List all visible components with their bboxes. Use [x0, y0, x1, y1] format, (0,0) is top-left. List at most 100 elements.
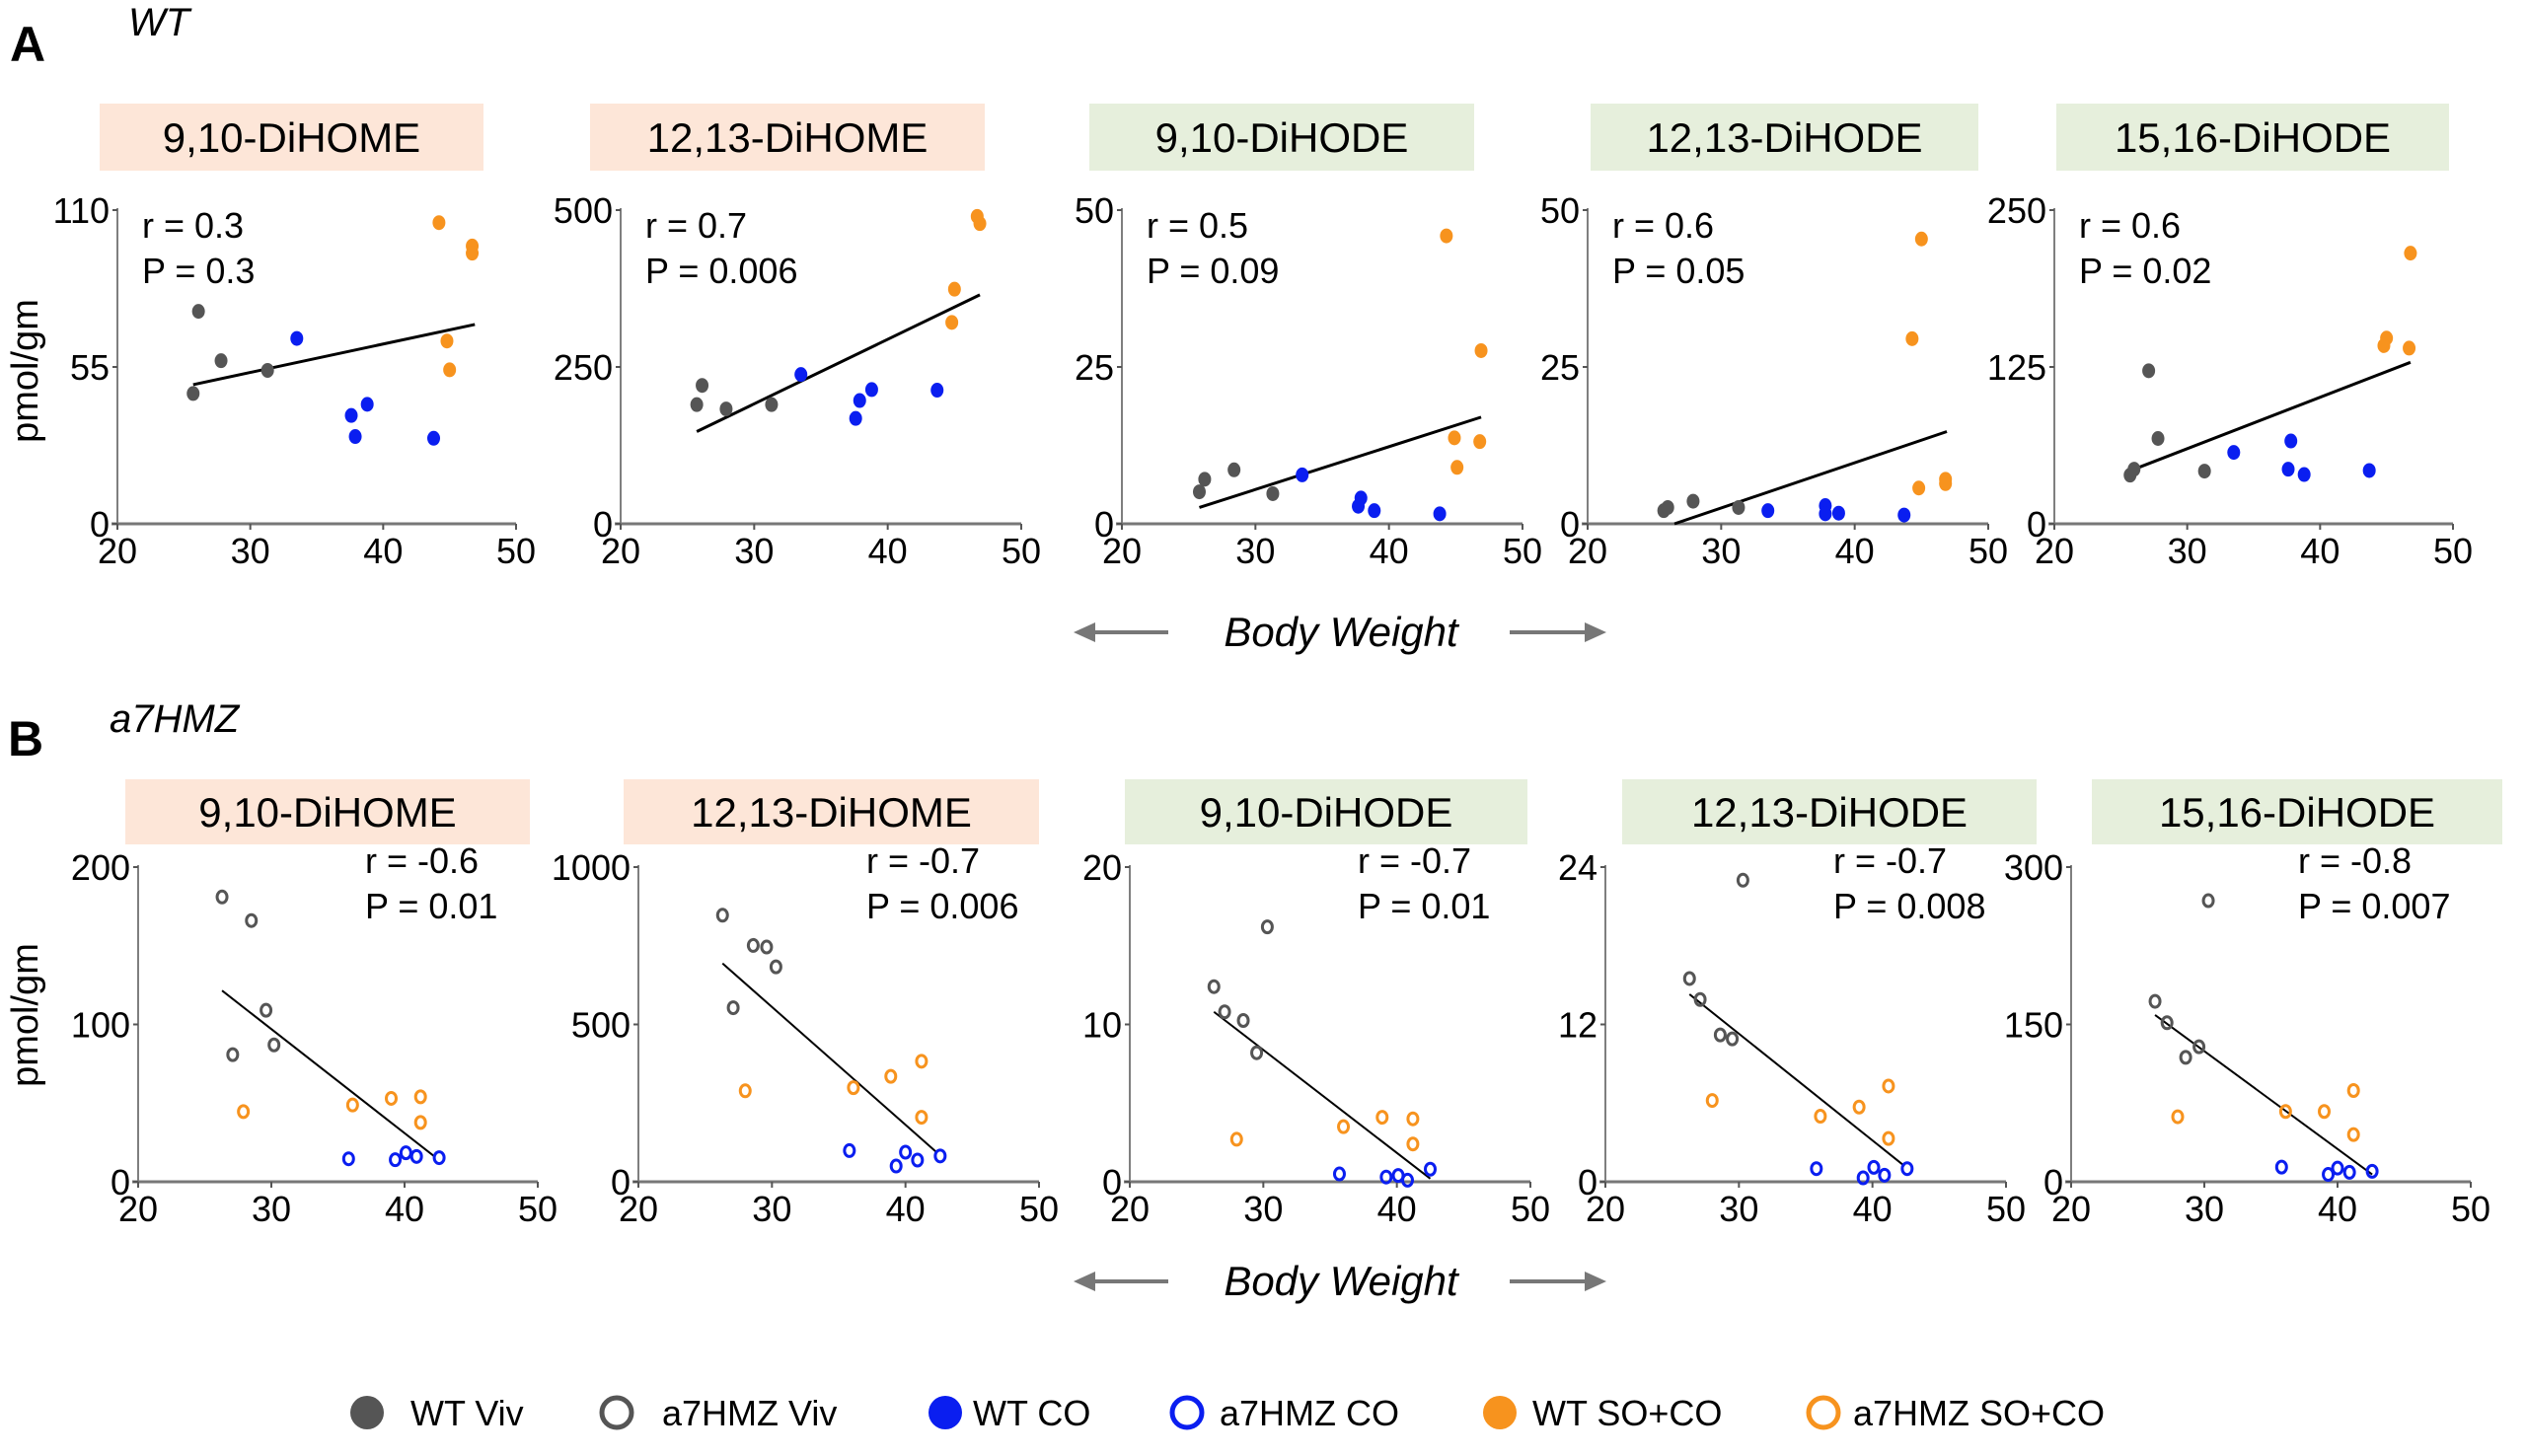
- data-point-co: [2322, 1167, 2336, 1183]
- legend-marker: [350, 1396, 384, 1429]
- data-point-viv: [1732, 499, 1746, 515]
- data-point-co: [1400, 1172, 1414, 1188]
- data-point-soco: [443, 362, 457, 378]
- panel-title: 9,10-DiHOME: [198, 789, 456, 836]
- panel-title: 15,16-DiHODE: [2115, 114, 2391, 161]
- data-point-soco: [884, 1068, 898, 1084]
- data-point-viv: [760, 939, 774, 955]
- y-tick-label: 100: [71, 1005, 130, 1046]
- data-point-co: [1332, 1166, 1346, 1182]
- data-point-viv: [260, 1002, 273, 1018]
- panel-title: 12,13-DiHOME: [691, 789, 972, 836]
- data-point-co: [1810, 1161, 1823, 1177]
- data-point-viv: [1218, 1004, 1231, 1020]
- y-tick-label: 0: [2043, 1162, 2063, 1202]
- legend-item: a7HMZ Viv: [599, 1393, 837, 1433]
- data-point-soco: [1450, 460, 1464, 475]
- data-point-co: [2365, 1163, 2379, 1179]
- regression-line: [1688, 993, 1905, 1167]
- data-point-soco: [945, 315, 959, 330]
- y-tick-label: 500: [554, 190, 613, 231]
- panel-title: 12,13-DiHOME: [647, 114, 929, 161]
- data-point-viv: [696, 378, 709, 394]
- data-point-soco: [1473, 434, 1487, 450]
- data-point-soco: [1229, 1131, 1243, 1147]
- data-point-viv: [191, 304, 205, 320]
- scatter-panel: 9,10-DiHODE 0 10 20 20 30 40 50 r = -0.7 P = 0.01: [1082, 779, 1550, 1229]
- data-point-soco: [947, 281, 961, 297]
- arrow-right-head-icon: [1585, 1272, 1606, 1291]
- x-tick-label: 20: [1586, 1189, 1625, 1229]
- x-tick-label: 30: [2168, 531, 2207, 571]
- x-tick-label: 50: [1019, 1189, 1059, 1229]
- x-tick-label: 30: [1243, 1189, 1283, 1229]
- legend-label: a7HMZ Viv: [662, 1393, 837, 1433]
- data-point-viv: [1661, 499, 1674, 515]
- data-point-co: [1897, 507, 1911, 523]
- data-point-viv: [267, 1037, 281, 1053]
- x-tick-label: 40: [868, 531, 908, 571]
- data-point-co: [2227, 445, 2241, 461]
- data-point-soco: [2346, 1082, 2360, 1098]
- x-axis-label-a: Body Weight: [1224, 609, 1460, 655]
- scatter-panel: 12,13-DiHOME 0 500 1000 20 30 40 50 r = -0.7 P = …: [552, 779, 1059, 1229]
- x-tick-label: 40: [385, 1189, 424, 1229]
- x-tick-label: 40: [1853, 1189, 1893, 1229]
- x-tick-label: 30: [734, 531, 774, 571]
- r-value: r = 0.6: [2079, 205, 2181, 246]
- p-value: P = 0.01: [1358, 886, 1490, 926]
- regression-line: [192, 323, 476, 387]
- arrow-left-head-icon: [1074, 622, 1095, 642]
- x-tick-label: 20: [98, 531, 137, 571]
- data-point-co: [432, 1150, 446, 1166]
- data-point-co: [2274, 1159, 2288, 1175]
- data-point-co: [290, 330, 304, 346]
- regression-line: [1673, 430, 1948, 526]
- data-point-co: [360, 397, 374, 412]
- data-point-viv: [1236, 1013, 1250, 1029]
- data-point-viv: [1192, 484, 1206, 500]
- data-point-soco: [847, 1080, 860, 1096]
- y-tick-label: 250: [554, 347, 613, 388]
- title-box: [1591, 104, 1978, 171]
- legend-item: WT CO: [929, 1393, 1090, 1433]
- title-box: [1125, 779, 1527, 844]
- x-axis-label-group-a: Body Weight: [1074, 609, 1606, 655]
- data-point-co: [1819, 506, 1832, 522]
- data-point-viv: [1207, 979, 1221, 994]
- data-point-co: [409, 1148, 423, 1164]
- data-point-viv: [1713, 1027, 1727, 1043]
- data-point-soco: [738, 1083, 752, 1099]
- data-point-viv: [214, 353, 228, 369]
- y-tick-label: 0: [111, 1162, 130, 1202]
- data-point-soco: [1705, 1093, 1719, 1109]
- regression-line: [721, 962, 937, 1153]
- x-tick-label: 20: [1568, 531, 1607, 571]
- data-point-soco: [440, 333, 454, 349]
- data-point-soco: [466, 246, 480, 261]
- scatter-panel: 9,10-DiHOME 0 55 110 20 30 40 50 r = 0.3 P = 0.3: [53, 104, 536, 571]
- data-point-viv: [1693, 991, 1707, 1007]
- data-point-co: [853, 393, 866, 408]
- y-tick-label: 0: [1102, 1162, 1122, 1202]
- title-box: [590, 104, 985, 171]
- legend-label: WT Viv: [410, 1393, 524, 1433]
- y-tick-label: 24: [1558, 847, 1597, 888]
- r-value: r = 0.3: [142, 205, 244, 246]
- data-point-soco: [1852, 1099, 1866, 1115]
- data-point-co: [864, 382, 878, 398]
- r-value: r = 0.6: [1612, 205, 1714, 246]
- r-value: r = 0.7: [645, 205, 747, 246]
- data-point-viv: [2197, 464, 2211, 479]
- legend-item: a7HMZ SO+CO: [1806, 1393, 2105, 1433]
- data-point-co: [794, 367, 808, 383]
- panel-title: 9,10-DiHODE: [1155, 114, 1409, 161]
- data-point-co: [1856, 1170, 1870, 1186]
- y-tick-label: 200: [71, 847, 130, 888]
- data-point-viv: [2127, 462, 2141, 477]
- data-point-viv: [1227, 462, 1241, 477]
- x-tick-label: 50: [1969, 531, 2008, 571]
- data-point-soco: [2278, 1104, 2292, 1120]
- legend-marker: [1169, 1395, 1205, 1430]
- data-point-viv: [186, 386, 200, 401]
